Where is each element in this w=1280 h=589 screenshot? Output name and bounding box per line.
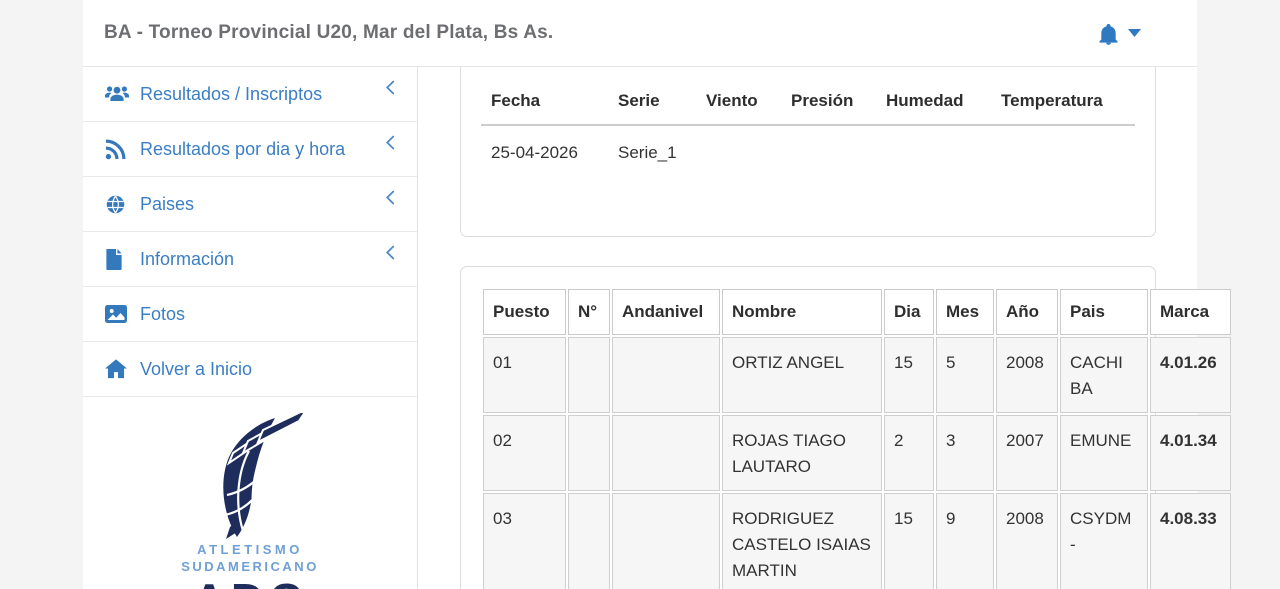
cell-mes: 5 [936,337,994,413]
cell-numero [568,415,610,491]
results-header-row: Puesto N° Andanivel Nombre Dia Mes Año P… [483,289,1231,335]
sidebar-item-label: Información [140,248,235,269]
cell-andanivel [612,337,720,413]
cell-dia: 2 [884,415,934,491]
series-header-viento: Viento [696,91,781,126]
cell-marca: 4.01.34 [1150,415,1231,491]
cell-ano: 2007 [996,415,1058,491]
sidebar-item-label: Resultados / Inscriptos [140,83,323,104]
series-panel: Fecha Serie Viento Presión Humedad Tempe… [460,67,1156,237]
results-panel: Puesto N° Andanivel Nombre Dia Mes Año P… [460,266,1231,589]
sidebar-item-label: Resultados por dia y hora [140,138,346,159]
results-header-mes: Mes [936,289,994,335]
sidebar-item-label: Paises [140,193,195,214]
cell-puesto: 02 [483,415,566,491]
page-title: BA - Torneo Provincial U20, Mar del Plat… [104,22,554,43]
cell-marca: 4.01.26 [1150,337,1231,413]
table-row: 03 RODRIGUEZ CASTELO ISAIAS MARTIN 15 9 … [483,493,1231,589]
table-row: 02 ROJAS TIAGO LAUTARO 2 3 2007 EMUNE 4.… [483,415,1231,491]
image-icon [105,305,131,323]
page-container: BA - Torneo Provincial U20, Mar del Plat… [83,0,1231,589]
logo-text-adc: ADC [83,577,417,589]
results-table: Puesto N° Andanivel Nombre Dia Mes Año P… [481,287,1233,589]
series-table: Fecha Serie Viento Presión Humedad Tempe… [481,91,1135,163]
sidebar-item-resultados-inscriptos[interactable]: Resultados / Inscriptos [83,67,417,122]
logo-text-sudamericano: SUDAMERICANO [181,559,319,574]
cell-pais: EMUNE [1060,415,1148,491]
cell-marca: 4.08.33 [1150,493,1231,589]
cell-pais: CACHI BA [1060,337,1148,413]
series-header-row: Fecha Serie Viento Presión Humedad Tempe… [481,91,1135,126]
sidebar-item-resultados-dia-hora[interactable]: Resultados por dia y hora [83,122,417,177]
cell-dia: 15 [884,493,934,589]
cell-viento [696,125,781,163]
cell-andanivel [612,415,720,491]
notification-menu[interactable] [1098,22,1141,45]
notification-bell-icon[interactable] [1098,22,1119,45]
series-header-humedad: Humedad [876,91,991,126]
results-header-dia: Dia [884,289,934,335]
globe-icon [105,194,131,215]
results-header-pais: Pais [1060,289,1148,335]
header-bar: BA - Torneo Provincial U20, Mar del Plat… [83,0,1197,67]
main-content: Fecha Serie Viento Presión Humedad Tempe… [418,67,1231,589]
sail-logo-graphic [223,413,306,539]
cell-numero [568,337,610,413]
sidebar-item-volver-inicio[interactable]: Volver a Inicio [83,342,417,397]
cell-puesto: 01 [483,337,566,413]
cell-fecha: 25-04-2026 [491,143,578,162]
logo-text-atletismo: ATLETISMO [197,542,303,557]
cell-ano: 2008 [996,337,1058,413]
table-row: 01 ORTIZ ANGEL 15 5 2008 CACHI BA 4.01.2… [483,337,1231,413]
atletismo-sudamericano-logo: ATLETISMO SUDAMERICANO ADC [83,397,417,589]
rss-icon [105,138,131,160]
cell-mes: 9 [936,493,994,589]
sidebar-item-label: Volver a Inicio [140,358,253,379]
chevron-left-icon[interactable] [385,134,395,155]
home-icon [105,359,131,379]
results-header-nombre: Nombre [722,289,882,335]
cell-serie: Serie_1 [618,143,677,162]
cell-temperatura [991,125,1135,163]
cell-mes: 3 [936,415,994,491]
chevron-left-icon[interactable] [385,244,395,265]
sidebar-item-informacion[interactable]: Información [83,232,417,287]
cell-pais: CSYDM - [1060,493,1148,589]
cell-nombre: ROJAS TIAGO LAUTARO [722,415,882,491]
sidebar-item-fotos[interactable]: Fotos [83,287,417,342]
series-data-row: 25-04-2026 Serie_1 [481,125,1135,163]
results-header-puesto: Puesto [483,289,566,335]
sidebar: Resultados / Inscriptos Resultados por d… [83,67,418,589]
results-header-numero: N° [568,289,610,335]
results-header-ano: Año [996,289,1058,335]
cell-andanivel [612,493,720,589]
cell-ano: 2008 [996,493,1058,589]
chevron-left-icon[interactable] [385,79,395,100]
results-header-marca: Marca [1150,289,1231,335]
series-header-presion: Presión [781,91,876,126]
file-icon [105,248,131,270]
cell-presion [781,125,876,163]
chevron-left-icon[interactable] [385,189,395,210]
cell-puesto: 03 [483,493,566,589]
cell-nombre: RODRIGUEZ CASTELO ISAIAS MARTIN [722,493,882,589]
cell-numero [568,493,610,589]
caret-down-icon[interactable] [1128,29,1141,37]
sidebar-item-label: Fotos [140,303,186,324]
results-header-andanivel: Andanivel [612,289,720,335]
series-header-serie: Serie [608,91,696,126]
series-header-fecha: Fecha [481,91,608,126]
cell-humedad [876,125,991,163]
cell-nombre: ORTIZ ANGEL [722,337,882,413]
series-header-temperatura: Temperatura [991,91,1135,126]
sidebar-item-paises[interactable]: Paises [83,177,417,232]
cell-dia: 15 [884,337,934,413]
users-icon [105,84,131,104]
